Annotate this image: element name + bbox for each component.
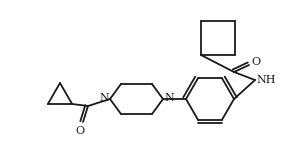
Text: N: N bbox=[164, 93, 174, 103]
Text: NH: NH bbox=[256, 75, 276, 85]
Text: O: O bbox=[76, 126, 85, 136]
Text: N: N bbox=[99, 93, 109, 103]
Text: O: O bbox=[251, 57, 260, 67]
